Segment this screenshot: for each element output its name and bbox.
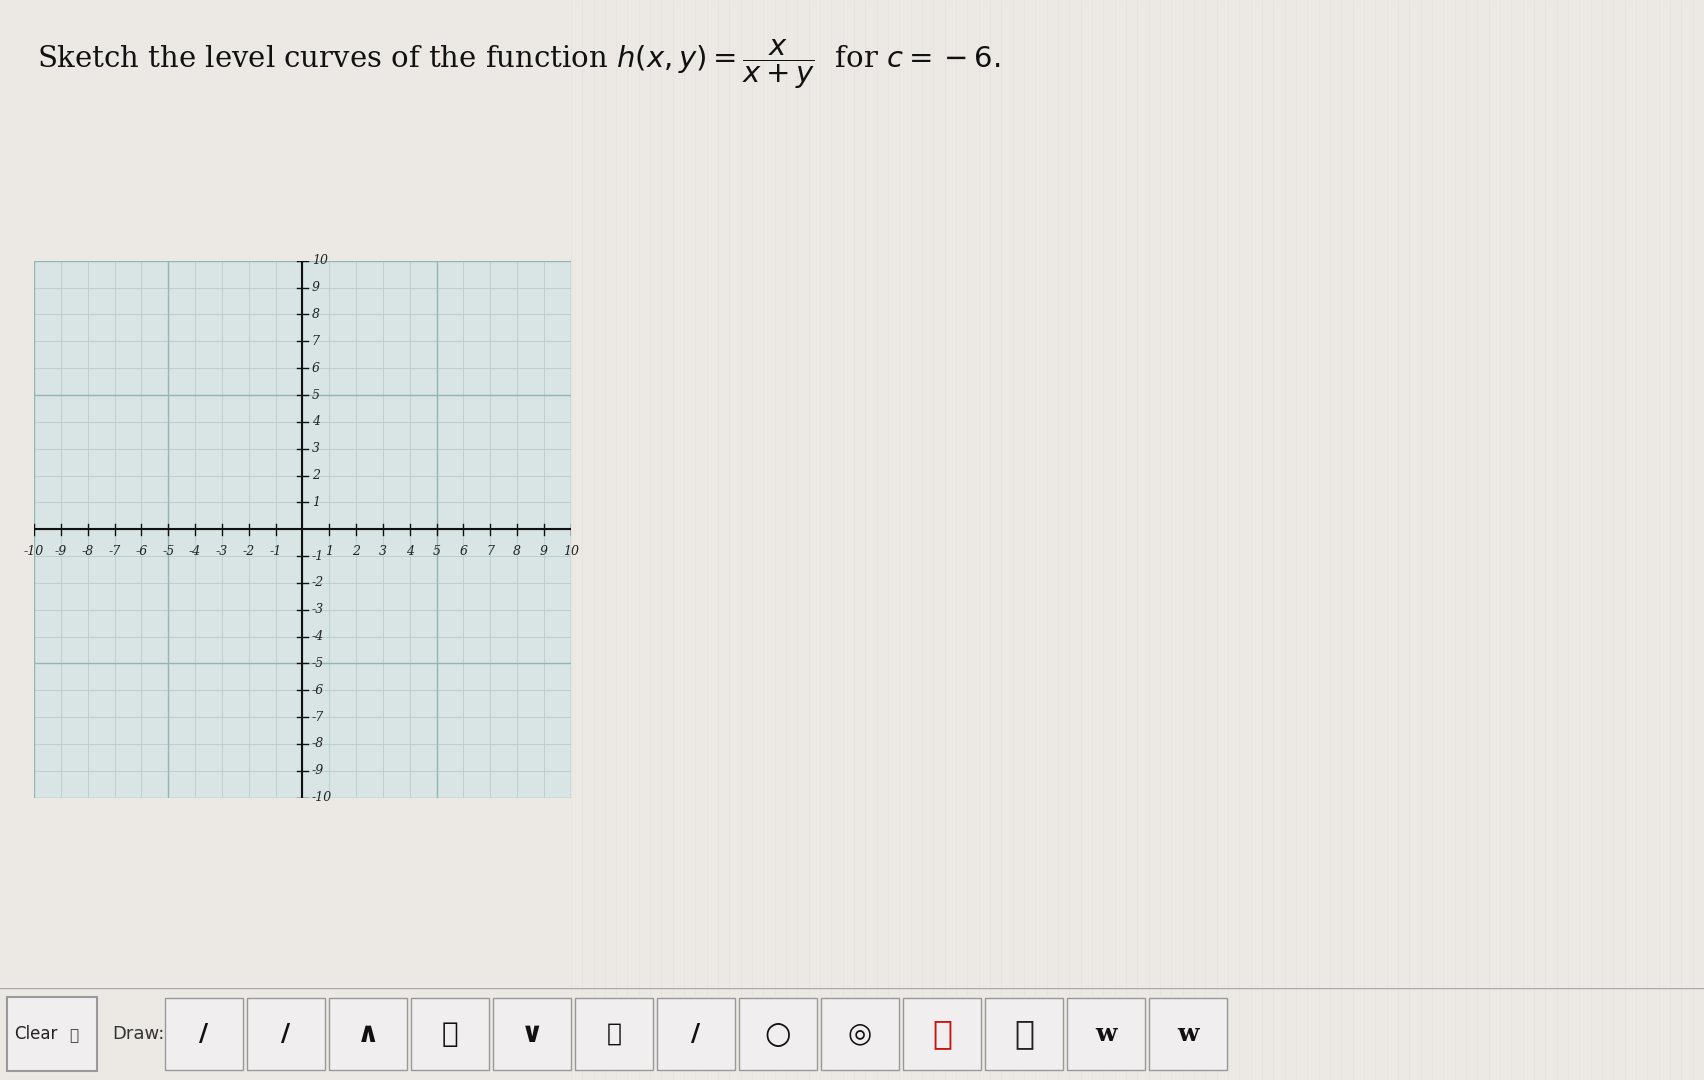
Text: 2: 2 [353, 545, 360, 558]
Text: -1: -1 [312, 550, 324, 563]
Text: ○: ○ [765, 1018, 791, 1050]
Text: 5: 5 [433, 545, 441, 558]
Text: ∧: ∧ [356, 1021, 380, 1048]
Text: /: / [281, 1022, 291, 1047]
Text: /: / [692, 1022, 700, 1047]
Text: -9: -9 [312, 765, 324, 778]
Text: Draw:: Draw: [112, 1025, 164, 1043]
Text: -9: -9 [55, 545, 66, 558]
Text: -8: -8 [82, 545, 94, 558]
Text: -4: -4 [189, 545, 201, 558]
Text: w: w [1096, 1022, 1116, 1047]
Text: 4: 4 [406, 545, 414, 558]
Text: ⌣: ⌣ [441, 1021, 458, 1048]
Text: 3: 3 [312, 442, 320, 455]
FancyBboxPatch shape [1067, 998, 1145, 1070]
Text: 8: 8 [513, 545, 521, 558]
Text: 9: 9 [312, 281, 320, 294]
FancyBboxPatch shape [821, 998, 900, 1070]
FancyBboxPatch shape [574, 998, 653, 1070]
Text: 1: 1 [325, 545, 334, 558]
Text: ⊹: ⊹ [607, 1022, 622, 1047]
Text: -7: -7 [312, 711, 324, 724]
FancyBboxPatch shape [247, 998, 325, 1070]
Text: -10: -10 [24, 545, 44, 558]
Text: 6: 6 [312, 362, 320, 375]
Text: -6: -6 [135, 545, 148, 558]
Text: -6: -6 [312, 684, 324, 697]
Text: -5: -5 [312, 657, 324, 670]
FancyBboxPatch shape [740, 998, 816, 1070]
Text: 9: 9 [540, 545, 549, 558]
Text: 7: 7 [486, 545, 494, 558]
Text: 7: 7 [312, 335, 320, 348]
FancyBboxPatch shape [903, 998, 982, 1070]
Text: 10: 10 [312, 254, 327, 268]
Text: ∨: ∨ [521, 1021, 544, 1048]
Text: ✗: ✗ [932, 1017, 953, 1051]
Text: -2: -2 [312, 577, 324, 590]
Text: ◎: ◎ [849, 1021, 872, 1048]
Text: -2: -2 [242, 545, 256, 558]
Text: Clear: Clear [14, 1025, 58, 1043]
FancyBboxPatch shape [1148, 998, 1227, 1070]
Text: 5: 5 [312, 389, 320, 402]
Text: -4: -4 [312, 630, 324, 643]
FancyBboxPatch shape [492, 998, 571, 1070]
Text: ✗: ✗ [1014, 1017, 1034, 1051]
FancyBboxPatch shape [658, 998, 734, 1070]
Text: Sketch the level curves of the function $h(x, y) = \dfrac{x}{x + y}$  for $c = -: Sketch the level curves of the function … [37, 38, 1002, 91]
FancyBboxPatch shape [7, 997, 97, 1071]
Text: /: / [199, 1022, 208, 1047]
FancyBboxPatch shape [411, 998, 489, 1070]
FancyBboxPatch shape [985, 998, 1063, 1070]
Text: 6: 6 [460, 545, 467, 558]
Text: 1: 1 [312, 496, 320, 509]
Text: -1: -1 [269, 545, 281, 558]
Text: ✋: ✋ [68, 1028, 78, 1043]
Text: 4: 4 [312, 416, 320, 429]
Text: 8: 8 [312, 308, 320, 321]
Text: -7: -7 [109, 545, 121, 558]
FancyBboxPatch shape [329, 998, 407, 1070]
Text: w: w [1177, 1022, 1198, 1047]
Text: -3: -3 [312, 604, 324, 617]
Text: 10: 10 [562, 545, 579, 558]
FancyBboxPatch shape [165, 998, 244, 1070]
Text: -8: -8 [312, 738, 324, 751]
Text: -5: -5 [162, 545, 174, 558]
Text: 3: 3 [378, 545, 387, 558]
Text: 2: 2 [312, 469, 320, 482]
Text: -10: -10 [312, 791, 332, 805]
Text: -3: -3 [216, 545, 228, 558]
